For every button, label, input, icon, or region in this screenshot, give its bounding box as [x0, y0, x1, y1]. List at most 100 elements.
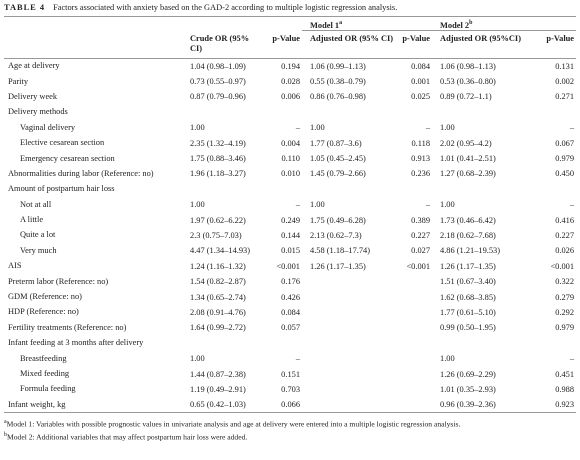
odds-ratio: 1.24 (1.16–1.32): [190, 261, 246, 271]
p-value: 0.084: [281, 307, 300, 317]
column-header: p-Value: [402, 30, 433, 59]
row-label: Fertility treatments (Reference: no): [8, 322, 127, 332]
row-label: Elective cesarean section: [20, 138, 105, 148]
odds-ratio: 2.08 (0.91–4.76): [190, 307, 246, 317]
table-row: Quite a lot 2.3 (0.75–7.03) 0.144 2.13 (0.6…: [4, 228, 576, 243]
p-value: 0.913: [411, 154, 431, 164]
odds-ratio: 1.34 (0.65–2.74): [190, 292, 246, 302]
group-header: Model 2b: [432, 16, 577, 31]
p-value: 0.389: [411, 215, 431, 225]
p-value: 0.006: [281, 92, 300, 102]
p-value: 0.249: [281, 215, 300, 225]
odds-ratio: 1.75 (0.49–6.28): [310, 215, 366, 225]
p-value: 0.979: [555, 154, 575, 164]
table-row: Infant feeding at 3 months after deliver…: [4, 336, 576, 351]
odds-ratio: 1.26 (0.69–2.29): [440, 369, 496, 379]
row-label: Vaginal delivery: [20, 122, 76, 132]
odds-ratio: 1.54 (0.82–2.87): [190, 277, 246, 287]
odds-ratio: 2.02 (0.95–4.2): [440, 138, 492, 148]
p-value: 0.227: [411, 230, 431, 240]
table-head: Model 1a Model 2b Crude OR (95% CI) p-Value…: [4, 16, 577, 59]
footnote-mark: a: [339, 20, 343, 26]
column-header: p-Value: [532, 30, 577, 59]
table-row: Delivery methods: [4, 105, 576, 120]
odds-ratio: 1.97 (0.62–6.22): [190, 215, 246, 225]
row-label: Age at delivery: [8, 61, 60, 71]
odds-ratio: 0.87 (0.79–0.96): [190, 92, 246, 102]
p-value: 0.026: [555, 246, 575, 256]
p-value: –: [295, 123, 300, 133]
table-row: Very much 4.47 (1.34–14.93) 0.015 4.58 (1.1…: [4, 243, 576, 258]
p-value: [402, 305, 432, 320]
table-row: A little 1.97 (0.62–6.22) 0.249 1.75 (0.49–…: [4, 212, 576, 227]
odds-ratio: 0.86 (0.76–0.98): [310, 92, 366, 102]
odds-ratio: [302, 274, 402, 289]
odds-ratio: 1.05 (0.45–2.45): [310, 154, 366, 164]
row-label: Very much: [20, 245, 57, 255]
caption-text: Factors associated with anxiety based on…: [53, 3, 398, 12]
caption: TABLE 4 Factors associated with anxiety b…: [4, 0, 576, 16]
odds-ratio: 0.96 (0.39–2.36): [440, 400, 496, 410]
odds-ratio: 1.75 (0.88–3.46): [190, 154, 246, 164]
p-value: <0.001: [276, 261, 300, 271]
p-value: 0.176: [281, 277, 300, 287]
column-header: Adjusted OR (95%CI): [432, 30, 533, 59]
p-value: 0.084: [411, 61, 431, 71]
row-label: Amount of postpartum hair loss: [8, 184, 115, 194]
odds-ratio: 1.06 (0.99–1.13): [310, 61, 366, 71]
table-row: Not at all 1.00–1.00–1.00–: [4, 197, 576, 212]
p-value: 0.001: [411, 77, 431, 87]
row-label: Abnormalities during labor (Reference: n…: [8, 168, 154, 178]
row-label: HDP (Reference: no): [8, 307, 79, 317]
p-value: 0.025: [411, 92, 431, 102]
p-value: 0.131: [555, 61, 575, 71]
group-title: Model 2: [440, 20, 470, 30]
row-label: Formula feeding: [20, 384, 76, 394]
p-value: 0.028: [281, 77, 300, 87]
table-row: Delivery week 0.87 (0.79–0.96) 0.006 0.86 (…: [4, 89, 576, 104]
p-value: 0.027: [411, 246, 431, 256]
odds-ratio: 4.58 (1.18–17.74): [310, 246, 371, 256]
odds-ratio: 1.96 (1.18–3.27): [190, 169, 246, 179]
odds-ratio: 4.47 (1.34–14.93): [190, 246, 251, 256]
p-value: 0.292: [555, 307, 575, 317]
p-value: [402, 397, 432, 413]
empty-header: [4, 30, 182, 59]
odds-ratio: [302, 382, 402, 397]
odds-ratio: 1.00: [440, 354, 455, 364]
column-header: Crude OR (95% CI): [182, 30, 262, 59]
table-row: Preterm labor (Reference: no) 1.54 (0.82–…: [4, 274, 576, 289]
odds-ratio: 2.13 (0.62–7.3): [310, 230, 362, 240]
p-value: 0.015: [281, 246, 300, 256]
odds-ratio: 0.65 (0.42–1.03): [190, 400, 246, 410]
p-value: –: [295, 354, 300, 364]
row-label: Preterm labor (Reference: no): [8, 276, 109, 286]
table-label: TABLE 4: [4, 3, 46, 12]
p-value: –: [425, 123, 431, 133]
p-value: 0.450: [555, 169, 575, 179]
row-label: Delivery week: [8, 91, 58, 101]
footnotes: aModel 1: Variables with possible progno…: [4, 417, 576, 442]
document: TABLE 4 Factors associated with anxiety b…: [4, 0, 577, 443]
group-title: Model 1: [310, 20, 340, 30]
table-row: Vaginal delivery 1.00–1.00–1.00–: [4, 120, 576, 135]
row-label: Not at all: [20, 199, 52, 209]
row-label: Infant weight, kg: [8, 399, 66, 409]
table-row: Age at delivery 1.04 (0.98–1.09) 0.194 1.06…: [4, 58, 576, 74]
p-value: –: [425, 200, 431, 210]
p-value: 0.988: [555, 384, 575, 394]
table-row: HDP (Reference: no) 2.08 (0.91–4.76) 0.084…: [4, 305, 576, 320]
table-row: Infant weight, kg 0.65 (0.42–1.03) 0.066 0.…: [4, 397, 576, 413]
table-row: Mixed feeding 1.44 (0.87–2.38) 0.151 1.26 (…: [4, 366, 576, 381]
odds-ratio: 0.89 (0.72–1.1): [440, 92, 492, 102]
p-value: 0.194: [281, 61, 300, 71]
odds-ratio: 1.77 (0.61–5.10): [440, 307, 496, 317]
odds-ratio: 1.00: [440, 123, 455, 133]
row-label: GDM (Reference: no): [8, 292, 82, 302]
odds-ratio: 1.00: [310, 200, 325, 210]
odds-ratio: [302, 289, 402, 304]
row-label: Breastfeeding: [20, 353, 67, 363]
table-row: Parity 0.73 (0.55–0.97) 0.028 0.55 (0.38–0.…: [4, 74, 576, 89]
p-value: –: [569, 354, 575, 364]
footnote-text: Model 1: Variables with possible prognos…: [6, 420, 461, 430]
